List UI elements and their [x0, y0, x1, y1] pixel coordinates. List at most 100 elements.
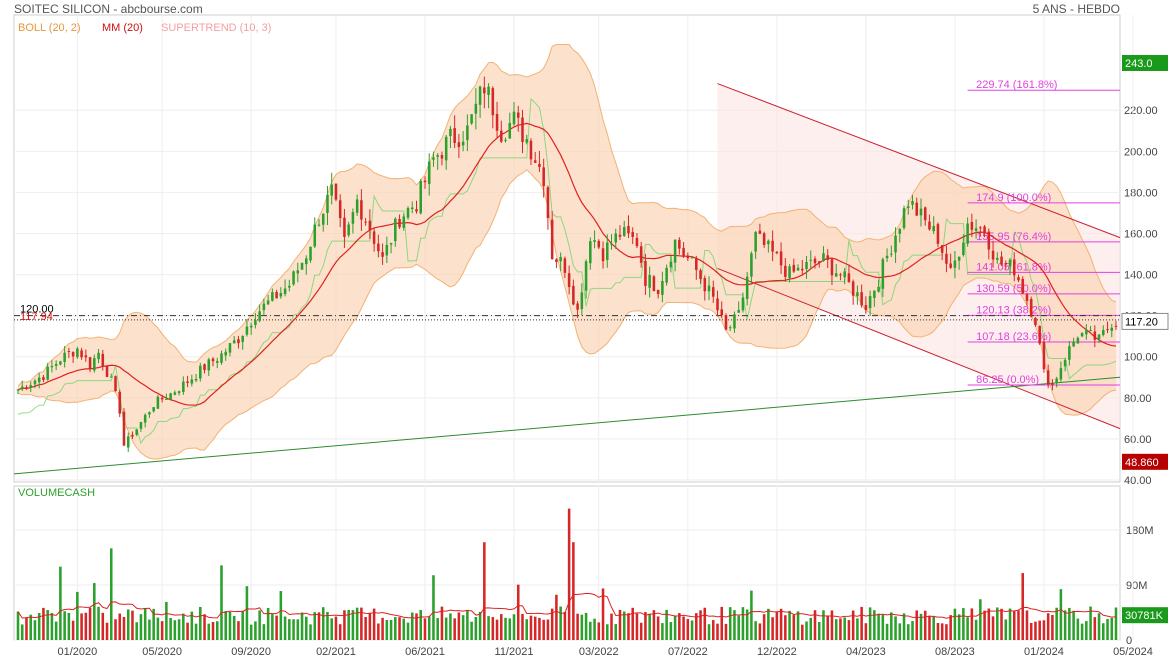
candle-body [1025, 294, 1029, 301]
volume-bar [122, 616, 126, 640]
volume-bar [385, 619, 389, 640]
candle-body [343, 217, 346, 237]
volume-bar [432, 575, 435, 640]
candle-body [143, 414, 147, 423]
volume-bar [936, 622, 940, 640]
volume-bar [809, 617, 813, 640]
legend-mm[interactable]: MM (20) [102, 22, 143, 34]
volume-bar [152, 608, 155, 640]
fib-level-label: 155.95 (76.4%) [976, 231, 1051, 243]
legend-volume[interactable]: VOLUMECASH [18, 487, 96, 499]
volume-bar [271, 614, 274, 640]
volume-y-tick-label: 0 [1126, 635, 1132, 647]
candle-body [76, 348, 79, 358]
candle-body [716, 298, 719, 311]
candle-body [182, 381, 185, 392]
candle-body [313, 224, 317, 247]
volume-bar [915, 610, 919, 640]
candle-body [88, 357, 92, 370]
volume-bar [288, 619, 291, 640]
volume-bar [873, 610, 876, 640]
volume-bar [33, 620, 37, 640]
volume-bar [991, 616, 995, 640]
volume-bar [283, 616, 287, 640]
candle-body [1017, 277, 1020, 281]
high-price-badge: 243.0 [1125, 58, 1153, 70]
volume-bar [767, 608, 770, 640]
legend-supertrend[interactable]: SUPERTREND (10, 3) [161, 22, 272, 34]
volume-bar [16, 611, 20, 640]
volume-bar [584, 612, 588, 640]
volume-bar [834, 619, 838, 640]
candle-body [321, 213, 325, 225]
candle-body [215, 361, 219, 363]
legend-boll[interactable]: BOLL (20, 2) [18, 22, 81, 34]
chart-title: SOITEC SILICON - abcbourse.com [14, 2, 203, 16]
candle-body [974, 228, 978, 231]
candle-body [1012, 259, 1016, 276]
candle-body [1080, 333, 1084, 337]
volume-bar [784, 615, 787, 640]
candle-body [54, 363, 58, 366]
volume-bar [224, 611, 228, 640]
candle-body [1089, 330, 1092, 332]
volume-bar [1114, 607, 1118, 640]
candle-body [711, 287, 715, 297]
volume-bar [851, 610, 855, 640]
candle-body [868, 296, 872, 309]
volume-bar [631, 607, 634, 640]
candle-body [211, 358, 215, 362]
candle-body [813, 258, 817, 264]
x-tick-label: 01/2020 [57, 646, 97, 658]
volume-bar [788, 610, 791, 640]
volume-y-tick-label: 180M [1126, 525, 1154, 537]
volume-bar [1034, 621, 1037, 640]
volume-bar [656, 616, 660, 640]
volume-bar [165, 601, 168, 640]
volume-bar [258, 610, 261, 640]
candle-body [1068, 346, 1071, 360]
candle-body [491, 88, 495, 116]
volume-bar [343, 610, 346, 640]
volume-bar [249, 624, 253, 640]
volume-bar [59, 566, 62, 640]
candle-body [762, 233, 766, 245]
candle-body [292, 271, 295, 285]
x-tick-label: 05/2020 [142, 646, 182, 658]
volume-bar [737, 615, 740, 640]
candle-body [444, 136, 448, 161]
volume-bar [275, 615, 278, 640]
volume-bar [572, 542, 575, 640]
candle-body [300, 262, 304, 270]
volume-bar [415, 613, 418, 640]
candle-body [966, 223, 969, 244]
volume-bar [173, 620, 177, 640]
y-tick-label: 200.00 [1124, 146, 1158, 158]
volume-bar [139, 614, 143, 640]
volume-bar [902, 613, 906, 640]
volume-bar [199, 606, 202, 640]
volume-bar [923, 610, 927, 640]
volume-bar [444, 617, 448, 640]
candle-body [381, 252, 384, 257]
candle-body [33, 380, 37, 385]
volume-bar [822, 610, 825, 640]
candle-body [122, 411, 126, 446]
volume-bar [555, 594, 558, 640]
candle-body [338, 200, 342, 219]
volume-bar [716, 623, 719, 640]
volume-bar [292, 619, 295, 640]
candle-body [1102, 330, 1105, 335]
volume-bar [211, 621, 215, 640]
candle-body [436, 155, 439, 157]
candle-body [109, 376, 113, 378]
volume-bar [622, 611, 626, 640]
volume-bar [711, 620, 715, 640]
y-tick-label: 80.00 [1124, 393, 1152, 405]
volume-bar [305, 616, 308, 640]
candle-body [440, 155, 444, 159]
volume-bar [1076, 618, 1080, 640]
volume-bar [940, 623, 944, 640]
